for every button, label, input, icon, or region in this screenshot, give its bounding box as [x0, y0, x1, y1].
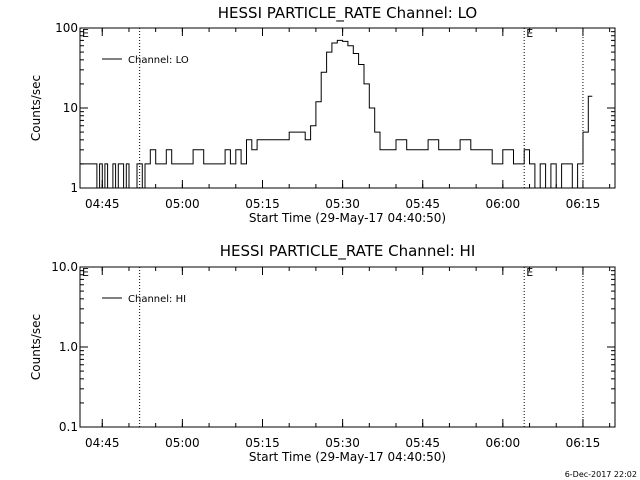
y-tick-label: 10 [63, 101, 78, 115]
y-tick-label: 10.0 [51, 260, 78, 274]
chart-title: HESSI PARTICLE_RATE Channel: HI [220, 242, 476, 261]
x-tick-label: 05:30 [325, 197, 360, 211]
x-tick-label: 05:00 [165, 197, 200, 211]
y-tick-label: 100 [55, 21, 78, 35]
series-line [80, 39, 593, 188]
y-axis-label: Counts/sec [29, 314, 43, 380]
plot-frame [79, 266, 616, 428]
x-tick-label: 05:30 [325, 436, 360, 450]
x-tick-label: 05:00 [165, 436, 200, 450]
chart-panel-lo: HESSI PARTICLE_RATE Channel: LO 1 10 100 04:… [29, 4, 616, 225]
x-tick-label: 05:45 [405, 197, 440, 211]
x-tick-label: 06:15 [566, 436, 601, 450]
event-marker-label: E [526, 27, 533, 40]
x-tick-label: 06:15 [566, 197, 601, 211]
x-tick-label: 04:45 [85, 436, 120, 450]
corner-marker-label: E [82, 27, 89, 40]
x-axis-label: Start Time (29-May-17 04:40:50) [249, 450, 446, 464]
corner-marker-label: E [82, 266, 89, 279]
legend-label: Channel: HI [128, 294, 186, 305]
chart-title: HESSI PARTICLE_RATE Channel: LO [218, 4, 477, 23]
x-tick-label: 06:00 [486, 197, 521, 211]
x-tick-label: 05:15 [245, 436, 280, 450]
event-marker-label: E [526, 266, 533, 279]
x-axis-label: Start Time (29-May-17 04:40:50) [249, 211, 446, 225]
y-axis-label: Counts/sec [29, 75, 43, 141]
legend-label: Channel: LO [128, 55, 189, 66]
y-tick-label: 0.1 [59, 420, 78, 434]
x-tick-label: 05:45 [405, 436, 440, 450]
y-tick-label: 1 [70, 181, 78, 195]
x-tick-label: 04:45 [85, 197, 120, 211]
x-tick-label: 05:15 [245, 197, 280, 211]
x-tick-label: 06:00 [486, 436, 521, 450]
footer-timestamp: 6-Dec-2017 22:02 [565, 470, 637, 479]
chart-panel-hi: HESSI PARTICLE_RATE Channel: HI 0.1 1.0 10.… [29, 242, 616, 464]
y-tick-label: 1.0 [59, 340, 78, 354]
